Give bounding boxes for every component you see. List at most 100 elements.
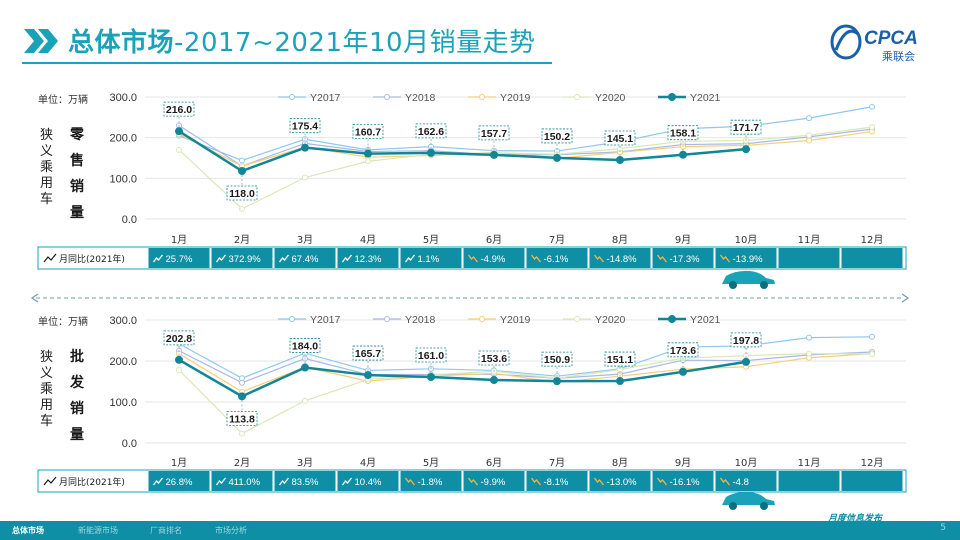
trend-icon xyxy=(43,476,57,486)
yoy-cell xyxy=(463,471,525,491)
yoy-value: 10.4% xyxy=(355,477,382,488)
yoy-value: 25.7% xyxy=(166,254,193,265)
x-tick-label: 3月 xyxy=(297,457,313,469)
series-line-y2021 xyxy=(178,130,747,173)
trend-down-icon xyxy=(719,477,731,486)
retail-sales-chart: 0.0 100.0 200.0 300.0 1月 2月 3月 4月 5月 6月 7月 8月 9月 10月 1… xyxy=(37,92,907,289)
title-area: 总体市场 -2017~2021年10月销量走势 xyxy=(22,22,536,59)
data-point xyxy=(616,155,624,164)
x-tick-label: 7月 xyxy=(549,457,565,469)
double-chevron-icon xyxy=(24,28,58,53)
y-tick-label: 100.0 xyxy=(109,173,137,185)
yoy-label: 月同比(2021年) xyxy=(59,253,125,265)
legend-label: Y2021 xyxy=(690,314,721,326)
logo-text: CPCA xyxy=(864,28,918,49)
series-line-y2017 xyxy=(178,336,873,379)
legend-label: Y2017 xyxy=(310,314,341,326)
data-point xyxy=(806,115,812,122)
yoy-cell xyxy=(400,248,462,268)
nav-overall-market[interactable]: 总体市场 xyxy=(12,526,44,535)
page-title: 总体市场 xyxy=(68,28,175,58)
legend-marker xyxy=(574,94,580,100)
data-point xyxy=(239,379,245,386)
data-point xyxy=(238,167,246,176)
data-label-box xyxy=(226,410,258,426)
yoy-value: 26.8% xyxy=(166,477,193,488)
yoy-cell xyxy=(526,471,588,491)
data-label: 202.8 xyxy=(166,333,192,345)
legend-marker xyxy=(668,315,676,323)
x-tick-label: 9月 xyxy=(675,234,691,246)
trend-up-icon xyxy=(278,254,290,263)
data-label-box xyxy=(667,125,699,141)
legend-marker xyxy=(479,316,485,322)
trend-up-icon xyxy=(152,254,164,263)
yoy-cell xyxy=(148,471,210,491)
data-label-box xyxy=(541,128,573,144)
section-divider xyxy=(30,293,910,303)
data-point xyxy=(301,363,309,372)
yoy-cell xyxy=(778,471,840,491)
yoy-value: -8.1% xyxy=(544,477,569,488)
data-point xyxy=(175,127,183,136)
data-label-box xyxy=(352,124,384,140)
legend-marker xyxy=(574,316,580,322)
metric-label-2: 批发销量 xyxy=(70,349,84,443)
bottom-nav-bar xyxy=(0,521,960,540)
x-tick-label: 8月 xyxy=(612,234,628,246)
x-tick-label: 1月 xyxy=(171,457,187,469)
data-point xyxy=(553,377,561,386)
yoy-cell xyxy=(463,248,525,268)
cpca-logo: CPCA 乘联会 xyxy=(830,24,918,63)
data-point xyxy=(869,351,875,358)
x-tick-label: 7月 xyxy=(549,234,565,246)
legend-label: Y2021 xyxy=(690,92,721,104)
data-label-box xyxy=(730,119,762,135)
y-tick-label: 300.0 xyxy=(109,92,137,104)
data-point xyxy=(239,430,245,437)
x-tick-label: 2月 xyxy=(234,457,250,469)
yoy-value: 12.3% xyxy=(355,254,382,265)
legend-marker xyxy=(668,93,676,101)
yoy-cell xyxy=(274,248,336,268)
data-label-box xyxy=(289,118,321,134)
data-point xyxy=(302,397,308,404)
trend-up-icon xyxy=(215,254,227,263)
data-label-box xyxy=(604,130,636,146)
yoy-cell xyxy=(337,248,399,268)
logo-subtext: 乘联会 xyxy=(882,50,915,63)
x-tick-label: 1月 xyxy=(171,234,187,246)
nav-market-analysis[interactable]: 市场分析 xyxy=(215,526,247,535)
y-tick-label: 200.0 xyxy=(109,356,137,368)
car-wheel xyxy=(760,502,768,510)
yoy-cell xyxy=(589,248,651,268)
yoy-cell xyxy=(211,471,273,491)
data-label: 173.6 xyxy=(670,345,696,357)
nav-maker-ranking[interactable]: 厂商排名 xyxy=(150,526,182,535)
data-label: 197.8 xyxy=(733,335,759,347)
trend-down-icon xyxy=(719,254,731,263)
legend-marker xyxy=(289,94,295,100)
data-label: 162.6 xyxy=(418,126,444,138)
yoy-value: -14.8% xyxy=(607,254,638,265)
yoy-cell xyxy=(148,248,210,268)
yoy-cell xyxy=(652,248,714,268)
yoy-cell xyxy=(526,248,588,268)
x-tick-label: 3月 xyxy=(297,234,313,246)
yoy-cell xyxy=(715,248,777,268)
yoy-label: 月同比(2021年) xyxy=(59,476,125,488)
legend-label: Y2017 xyxy=(310,92,341,104)
yoy-cell xyxy=(589,471,651,491)
legend-label: Y2020 xyxy=(595,314,626,326)
trend-down-icon xyxy=(593,254,605,263)
yoy-cell xyxy=(211,248,273,268)
car-wheel xyxy=(729,281,737,289)
title-underline xyxy=(22,62,552,64)
data-point xyxy=(553,153,561,162)
data-point xyxy=(176,367,182,374)
page-subtitle: -2017~2021年10月销量走势 xyxy=(174,28,536,58)
page-number: 5 xyxy=(940,523,946,533)
trend-down-icon xyxy=(404,477,416,486)
data-point xyxy=(616,377,624,386)
nav-nev-market[interactable]: 新能源市场 xyxy=(78,526,118,535)
